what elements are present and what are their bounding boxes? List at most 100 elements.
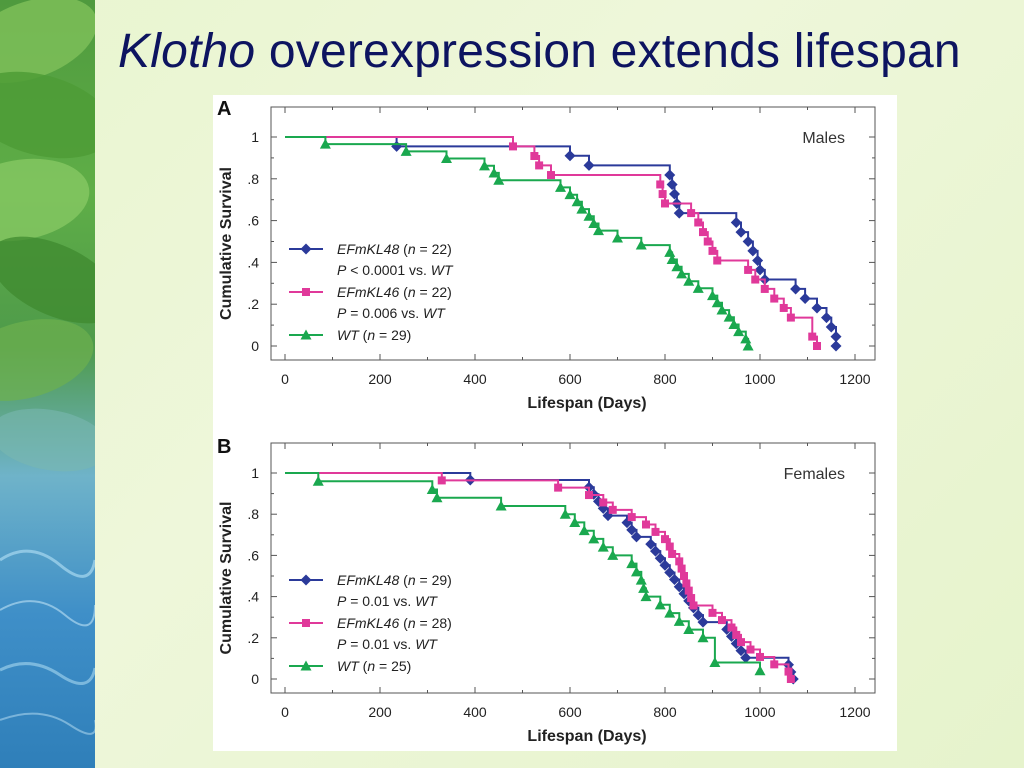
slide-title-italic: Klotho xyxy=(118,25,256,78)
data-point xyxy=(635,574,647,585)
leaf-water-decoration xyxy=(0,0,95,768)
y-tick-label: .2 xyxy=(247,630,259,646)
x-tick-label: 800 xyxy=(653,371,677,387)
legend: EFmKL48 (n = 29) P = 0.01 vs. WT EFmKL46 (… xyxy=(289,572,452,674)
legend-entry: EFmKL46 (n = 28) xyxy=(337,615,452,631)
legend-marker xyxy=(302,619,310,627)
legend-stat: P < 0.0001 vs. WT xyxy=(337,262,454,278)
data-point xyxy=(751,275,760,284)
data-point xyxy=(650,545,661,557)
data-point xyxy=(687,594,696,603)
data-point xyxy=(645,538,657,550)
legend-entry: WT (n = 29) xyxy=(337,327,411,343)
data-point xyxy=(400,145,412,156)
data-point xyxy=(683,275,695,286)
data-point xyxy=(555,181,566,192)
data-point xyxy=(607,549,619,560)
data-point xyxy=(677,564,686,573)
legend-entry: EFmKL48 (n = 29) xyxy=(337,572,452,588)
data-point xyxy=(530,152,539,161)
x-tick-label: 1000 xyxy=(744,704,775,720)
data-point xyxy=(559,508,571,519)
data-point xyxy=(664,566,676,578)
data-point xyxy=(488,167,500,178)
x-tick-label: 1200 xyxy=(839,704,870,720)
x-tick-label: 400 xyxy=(463,704,487,720)
data-point xyxy=(583,210,595,221)
legend-marker xyxy=(300,243,312,255)
data-point xyxy=(825,321,837,333)
panel-label: A xyxy=(217,98,231,120)
series-square xyxy=(285,136,821,350)
series-square xyxy=(285,472,795,683)
data-point xyxy=(737,638,745,647)
y-tick-label: .4 xyxy=(247,589,259,605)
data-point xyxy=(654,552,666,564)
data-point xyxy=(426,483,438,494)
data-point xyxy=(627,513,636,522)
data-point xyxy=(730,216,742,228)
data-point xyxy=(742,340,754,351)
x-tick-label: 1000 xyxy=(744,371,775,387)
data-point xyxy=(708,246,717,255)
panel-label: B xyxy=(217,436,231,458)
data-point xyxy=(588,533,600,544)
data-point xyxy=(735,226,747,238)
y-tick-label: 1 xyxy=(251,129,259,145)
slide-title: Klotho overexpression extends lifespan xyxy=(118,24,961,79)
data-point xyxy=(642,520,650,529)
x-tick-label: 0 xyxy=(281,704,289,720)
data-point xyxy=(821,312,832,324)
data-point xyxy=(728,318,740,329)
data-point xyxy=(830,340,842,352)
data-point xyxy=(699,228,707,237)
data-point xyxy=(493,174,505,185)
data-point xyxy=(640,591,652,602)
survival-curve xyxy=(285,136,818,346)
y-tick-label: .8 xyxy=(247,171,259,187)
data-point xyxy=(666,253,678,264)
data-point xyxy=(732,630,741,639)
data-point xyxy=(656,180,665,189)
data-point xyxy=(651,527,660,536)
data-point xyxy=(711,297,723,308)
y-axis-label: Cumulative Survival xyxy=(218,502,235,655)
data-point xyxy=(661,199,669,208)
data-point xyxy=(437,476,446,485)
data-point xyxy=(669,188,680,200)
data-point xyxy=(597,541,609,552)
data-point xyxy=(683,624,695,635)
data-point xyxy=(585,491,593,500)
legend-marker xyxy=(300,329,312,340)
data-point xyxy=(664,169,676,181)
y-tick-label: .2 xyxy=(247,296,259,312)
data-point xyxy=(635,239,647,250)
legend-entry: EFmKL46 (n = 22) xyxy=(337,284,452,300)
data-point xyxy=(654,599,666,610)
data-point xyxy=(495,500,507,511)
data-point xyxy=(735,645,747,657)
x-tick-label: 0 xyxy=(281,371,289,387)
legend-entry: EFmKL48 (n = 22) xyxy=(337,241,452,257)
data-point xyxy=(578,525,590,536)
data-point xyxy=(682,579,691,588)
data-point xyxy=(599,498,608,507)
data-point xyxy=(391,140,403,152)
series-triangle xyxy=(285,136,754,351)
data-point xyxy=(790,283,802,295)
data-point xyxy=(689,601,698,610)
data-point xyxy=(564,150,576,162)
y-tick-label: .6 xyxy=(247,213,259,229)
survival-figure: A Males 0 200 400 600 800 1000 1200 0.2.4.6.8 1 Lif… xyxy=(213,95,897,751)
data-point xyxy=(664,607,676,618)
data-point xyxy=(547,171,555,180)
legend-marker xyxy=(300,660,312,671)
data-point xyxy=(692,282,704,293)
data-point xyxy=(697,616,709,628)
data-point xyxy=(697,632,709,643)
legend-entry: WT (n = 25) xyxy=(337,658,411,674)
data-point xyxy=(703,237,712,246)
data-point xyxy=(799,293,811,305)
data-point xyxy=(583,159,595,171)
data-point xyxy=(564,189,576,200)
